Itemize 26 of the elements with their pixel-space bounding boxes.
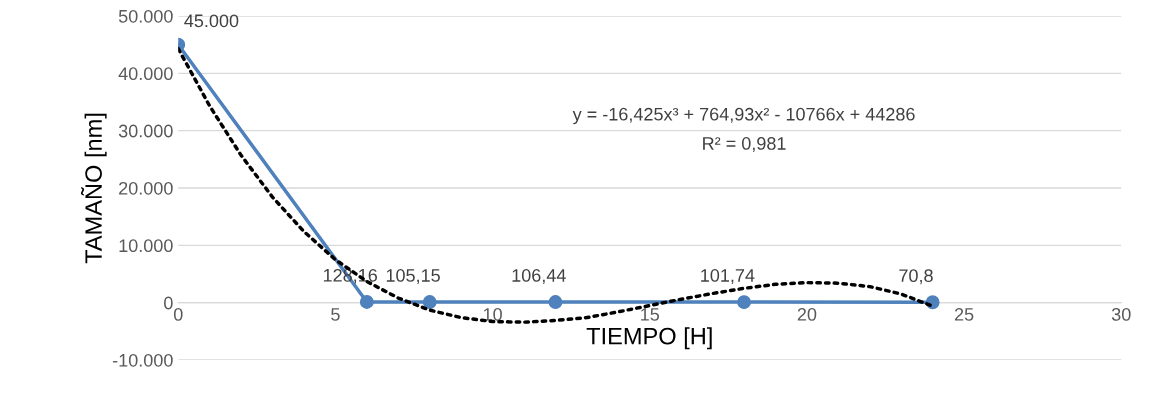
data-label: 45.000 [184, 14, 239, 28]
x-tick-label: 20 [797, 308, 817, 321]
point [548, 295, 563, 310]
point [422, 295, 437, 310]
x-axis-title: TIEMPO [H] [586, 327, 712, 350]
point [737, 295, 751, 310]
annotation: R² = 0,981 [703, 137, 786, 152]
y-tick-label: 0 [164, 296, 173, 310]
point [359, 294, 374, 309]
y-tick-label: 10.000 [119, 239, 173, 253]
data-label: 106,44 [512, 269, 566, 284]
x-tick-label: 5 [331, 308, 340, 321]
y-tick-label: -10.000 [112, 353, 173, 367]
x-tick-label: 0 [173, 308, 183, 321]
y-tick-label: 20.000 [119, 181, 173, 195]
x-tick-label: 30 [1111, 308, 1131, 321]
y-tick-label: 40.000 [118, 67, 173, 81]
annotation: y = -16,425x³ + 764,93x² - 10766x + 44286 [572, 107, 915, 125]
y-tick-label: 50.000 [118, 9, 173, 23]
data-label: 101,74 [701, 269, 755, 284]
y-axis-title: TAMAÑO [nm] [80, 113, 107, 264]
x-tick-label: 15 [641, 308, 660, 321]
y-tick-label: 30.000 [118, 124, 173, 138]
data-label: 105,15 [386, 269, 440, 284]
x-tick-label: 25 [954, 308, 974, 321]
data-label: 70,8 [899, 269, 933, 285]
